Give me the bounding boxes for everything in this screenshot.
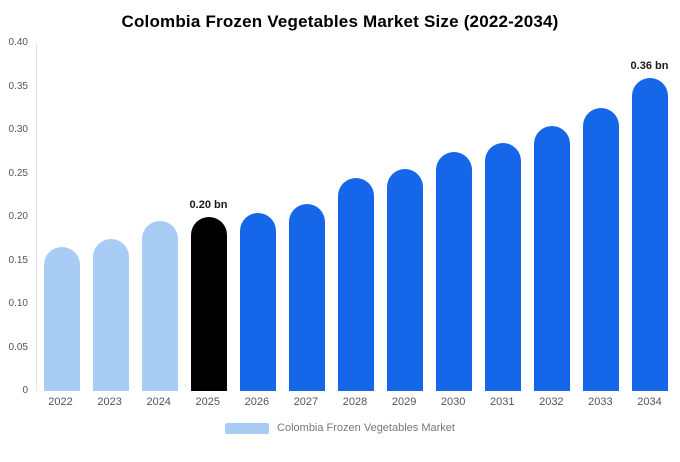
legend-label: Colombia Frozen Vegetables Market <box>277 422 455 434</box>
bar-2034[interactable] <box>631 77 668 391</box>
plot-area: 0.20 bn 0.36 bn <box>36 43 674 391</box>
bar-2032[interactable] <box>533 125 570 391</box>
y-tick-label: 0.25 <box>8 167 28 179</box>
bar-slot <box>576 43 625 391</box>
x-tick-label: 2033 <box>588 396 613 408</box>
bar-slot <box>478 43 527 391</box>
bar-slot <box>380 43 429 391</box>
bar-2030[interactable] <box>435 151 472 391</box>
legend-swatch <box>225 422 270 434</box>
bar-2033[interactable] <box>582 108 619 391</box>
bar-slot <box>86 43 135 391</box>
chart-title: Colombia Frozen Vegetables Market Size (… <box>121 12 559 31</box>
x-tick-label: 2028 <box>342 396 368 408</box>
y-tick-label: 0.35 <box>8 80 28 92</box>
bar-slot <box>233 43 282 391</box>
bar-slot <box>135 43 184 391</box>
bar-value-label: 0.20 bn <box>189 199 228 211</box>
y-tick-label: 0.05 <box>8 341 28 353</box>
x-tick-label: 2031 <box>490 396 515 408</box>
bar-slot: 0.36 bn <box>625 43 674 391</box>
bar-slot <box>37 43 86 391</box>
bar-2025[interactable] <box>190 217 227 391</box>
x-tick-label: 2022 <box>48 396 73 408</box>
x-tick-label: 2026 <box>244 396 270 408</box>
bar-2027[interactable] <box>288 203 325 391</box>
bar-slot: 0.20 bn <box>184 43 233 391</box>
x-tick-label: 2023 <box>97 396 122 408</box>
x-tick-label: 2034 <box>637 396 662 408</box>
bar-slot <box>331 43 380 391</box>
legend: Colombia Frozen Vegetables Market <box>0 422 680 434</box>
y-tick-label: 0.10 <box>8 298 28 309</box>
bar-2031[interactable] <box>484 143 521 391</box>
bar-slot <box>527 43 576 391</box>
bar-2022[interactable] <box>43 247 80 391</box>
y-axis: 0 0.05 0.10 0.15 0.20 0.25 0.30 0.35 0.40 <box>0 38 33 396</box>
bar-value-label: 0.36 bn <box>630 59 669 72</box>
y-tick-label: 0 <box>22 385 28 396</box>
y-tick-label: 0.20 <box>8 211 28 222</box>
bar-slot <box>282 43 331 391</box>
y-tick-label: 0.15 <box>8 254 28 266</box>
bar-slot <box>429 43 478 391</box>
bar-2029[interactable] <box>386 169 423 391</box>
x-tick-label: 2024 <box>146 396 171 408</box>
x-tick-label: 2030 <box>440 396 466 408</box>
x-tick-label: 2027 <box>293 396 319 408</box>
bar-2024[interactable] <box>141 221 178 391</box>
bar-2023[interactable] <box>92 238 129 391</box>
x-axis: 2022 2023 2024 2025 2026 2027 2028 2029 2030 2031… <box>36 396 674 408</box>
y-tick-label: 0.30 <box>8 124 28 135</box>
x-tick-label: 2025 <box>195 396 221 408</box>
bar-2028[interactable] <box>337 177 374 391</box>
x-tick-label: 2029 <box>391 396 417 408</box>
y-tick-label: 0.40 <box>8 37 28 48</box>
chart-page: Colombia Frozen Vegetables Market Size (… <box>0 12 680 462</box>
bar-2026[interactable] <box>239 212 276 391</box>
x-tick-label: 2032 <box>539 396 564 408</box>
chart-area: 0 0.05 0.10 0.15 0.20 0.25 0.30 0.35 0.40 0.20 b… <box>0 38 680 396</box>
